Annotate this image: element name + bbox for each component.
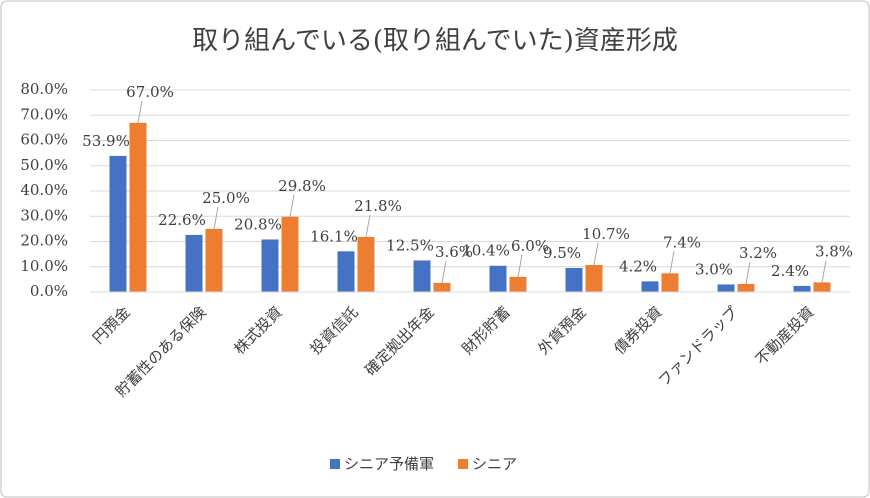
bar <box>129 122 147 292</box>
bar <box>793 285 811 292</box>
data-label: 21.8% <box>354 197 402 215</box>
data-label: 22.6% <box>158 211 206 229</box>
leader-line <box>517 254 523 277</box>
bar <box>281 216 299 292</box>
data-label: 53.9% <box>82 132 130 150</box>
chart-title: 取り組んでいる(取り組んでいた)資産形成 <box>192 26 678 56</box>
y-tick-label: 20.0% <box>20 232 68 250</box>
bar <box>433 282 451 292</box>
data-label: 10.7% <box>582 225 630 243</box>
bar <box>641 281 659 292</box>
leader-line <box>745 261 751 285</box>
leader-line <box>365 214 371 238</box>
bar <box>585 264 603 292</box>
legend-label: シニア予備軍 <box>344 455 434 473</box>
bar <box>205 228 223 292</box>
bar <box>509 276 527 292</box>
leader-line <box>669 251 675 274</box>
data-label: 16.1% <box>310 227 358 245</box>
y-tick-label: 50.0% <box>20 156 68 174</box>
bar <box>813 282 831 292</box>
y-tick-label: 40.0% <box>20 181 68 199</box>
leader-line <box>137 100 143 123</box>
data-label: 3.8% <box>815 242 853 260</box>
bar <box>489 265 507 292</box>
bar <box>109 155 127 292</box>
y-tick-label: 10.0% <box>20 257 68 275</box>
leader-line <box>213 206 219 229</box>
bar <box>413 260 431 292</box>
data-label: 67.0% <box>126 83 174 101</box>
data-label: 3.0% <box>695 260 733 278</box>
data-label: 3.2% <box>739 244 777 262</box>
legend-label: シニア <box>472 455 517 473</box>
data-label: 3.6% <box>435 243 473 261</box>
legend-swatch <box>330 459 340 469</box>
y-tick-label: 0.0% <box>30 282 68 300</box>
data-label: 12.5% <box>386 236 434 254</box>
bar <box>661 273 679 292</box>
bar <box>357 236 375 292</box>
data-label: 29.8% <box>278 177 326 195</box>
y-tick-label: 70.0% <box>20 105 68 123</box>
data-label: 9.5% <box>543 244 581 262</box>
bar <box>261 239 279 292</box>
data-label: 10.4% <box>462 242 510 260</box>
data-label: 6.0% <box>511 237 549 255</box>
bar <box>565 268 583 292</box>
bar <box>337 251 355 292</box>
y-tick-label: 80.0% <box>20 80 68 98</box>
leader-line <box>821 260 827 283</box>
data-label: 2.4% <box>771 262 809 280</box>
data-label: 20.8% <box>234 215 282 233</box>
y-tick-label: 60.0% <box>20 131 68 149</box>
y-tick-label: 30.0% <box>20 206 68 224</box>
data-label: 4.2% <box>619 257 657 275</box>
legend-swatch <box>458 459 469 469</box>
leader-line <box>593 242 599 266</box>
bar <box>717 284 735 292</box>
leader-line <box>441 260 447 283</box>
data-label: 25.0% <box>202 189 250 207</box>
bar <box>185 234 203 292</box>
bar <box>737 283 755 292</box>
data-label: 7.4% <box>663 233 701 251</box>
leader-line <box>289 194 295 217</box>
